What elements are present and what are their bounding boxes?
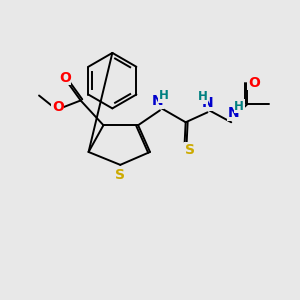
Text: H: H: [159, 89, 169, 102]
Text: O: O: [52, 100, 64, 114]
Text: N: N: [152, 94, 164, 109]
Text: H: H: [234, 100, 244, 113]
Text: S: S: [115, 168, 125, 182]
Text: H: H: [198, 90, 207, 103]
Text: O: O: [59, 71, 71, 85]
Text: N: N: [227, 106, 239, 120]
Text: O: O: [248, 76, 260, 90]
Text: N: N: [202, 96, 213, 110]
Text: S: S: [184, 143, 195, 157]
